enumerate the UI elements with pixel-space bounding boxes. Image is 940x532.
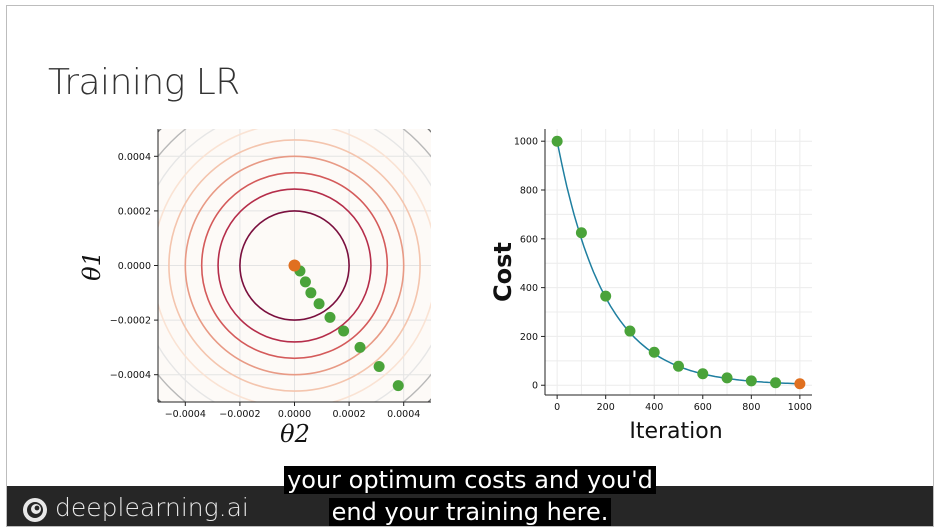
caption-text-2: end your training here. bbox=[328, 498, 612, 526]
cost-ylabel: Cost bbox=[489, 242, 517, 302]
cost-y-tick-label: 400 bbox=[520, 283, 538, 294]
contour-xlabel: θ2 bbox=[280, 420, 310, 448]
contour-ylabel: θ1 bbox=[78, 251, 106, 281]
cost-points bbox=[551, 135, 806, 390]
contour-path-point bbox=[299, 276, 311, 288]
caption-text-1: your optimum costs and you'd bbox=[284, 466, 656, 494]
contour-rings bbox=[158, 129, 431, 402]
cost-final-point bbox=[794, 378, 806, 390]
caption-line-1: your optimum costs and you'd bbox=[0, 465, 940, 495]
contour-x-tick-label: −0.0004 bbox=[165, 409, 206, 420]
footer-brand: deeplearning.ai bbox=[55, 493, 249, 522]
cost-point bbox=[673, 360, 684, 372]
contour-ring bbox=[200, 171, 389, 360]
contour-path-point bbox=[324, 311, 336, 323]
contour-y-tick-label: −0.0002 bbox=[110, 316, 151, 327]
contour-ring bbox=[168, 139, 421, 392]
contour-y-tick-label: −0.0004 bbox=[110, 370, 151, 381]
cost-point bbox=[551, 135, 563, 147]
contour-ring bbox=[184, 155, 405, 376]
cost-y-tick-label: 0 bbox=[532, 381, 538, 392]
cost-x-tick-label: 200 bbox=[597, 402, 615, 413]
contour-x-tick-label: −0.0002 bbox=[219, 409, 260, 420]
contour-y-tick-label: 0.0002 bbox=[118, 206, 151, 217]
contour-y-tick-label: 0.0004 bbox=[118, 152, 151, 163]
cost-y-tick-label: 200 bbox=[520, 332, 538, 343]
cost-y-tick-label: 1000 bbox=[514, 137, 538, 148]
cost-x-tick-label: 1000 bbox=[788, 402, 812, 413]
cost-y-tick-label: 800 bbox=[520, 186, 538, 197]
contour-path-point bbox=[373, 361, 385, 373]
cost-point bbox=[770, 377, 782, 389]
cost-point bbox=[745, 375, 757, 387]
contour-x-tick-label: 0.0000 bbox=[278, 409, 311, 420]
contour-ring bbox=[217, 188, 372, 343]
cost-x-tick-label: 0 bbox=[554, 402, 560, 413]
cost-xlabel: Iteration bbox=[629, 419, 722, 444]
contour-x-tick-label: 0.0002 bbox=[332, 409, 365, 420]
deeplearning-logo-icon bbox=[23, 498, 47, 522]
contour-path-points bbox=[288, 259, 404, 392]
caption-line-2: end your training here. bbox=[0, 497, 940, 527]
contour-path-point bbox=[354, 341, 366, 353]
cost-ticks: 0 200 400 600 800 1000 1000 800 600 400 200 0 bbox=[514, 137, 812, 413]
contour-path-point bbox=[392, 380, 404, 392]
slide-title: Training LR bbox=[48, 62, 240, 103]
contour-path-point bbox=[338, 325, 350, 337]
cost-y-tick-label: 600 bbox=[520, 234, 538, 245]
cost-x-tick-label: 800 bbox=[742, 402, 760, 413]
cost-point bbox=[624, 325, 636, 337]
contour-ticks: −0.0004 −0.0002 0.0000 0.0002 0.0004 0.0004 0.… bbox=[110, 129, 431, 420]
contour-y-tick-label: 0.0000 bbox=[118, 261, 151, 272]
contour-x-tick-label: 0.0004 bbox=[387, 409, 420, 420]
cost-point bbox=[721, 372, 733, 384]
contour-optimum-point bbox=[288, 259, 301, 272]
cost-point bbox=[600, 290, 612, 302]
cost-x-tick-label: 400 bbox=[645, 402, 663, 413]
contour-path-point bbox=[305, 287, 317, 299]
cost-point bbox=[648, 346, 660, 358]
cost-point bbox=[697, 368, 709, 380]
cost-grid bbox=[545, 129, 812, 395]
cost-axes bbox=[544, 129, 812, 396]
cost-x-tick-label: 600 bbox=[694, 402, 712, 413]
contour-path-point bbox=[313, 298, 325, 310]
cost-point bbox=[575, 227, 587, 239]
contour-ring bbox=[239, 210, 350, 321]
